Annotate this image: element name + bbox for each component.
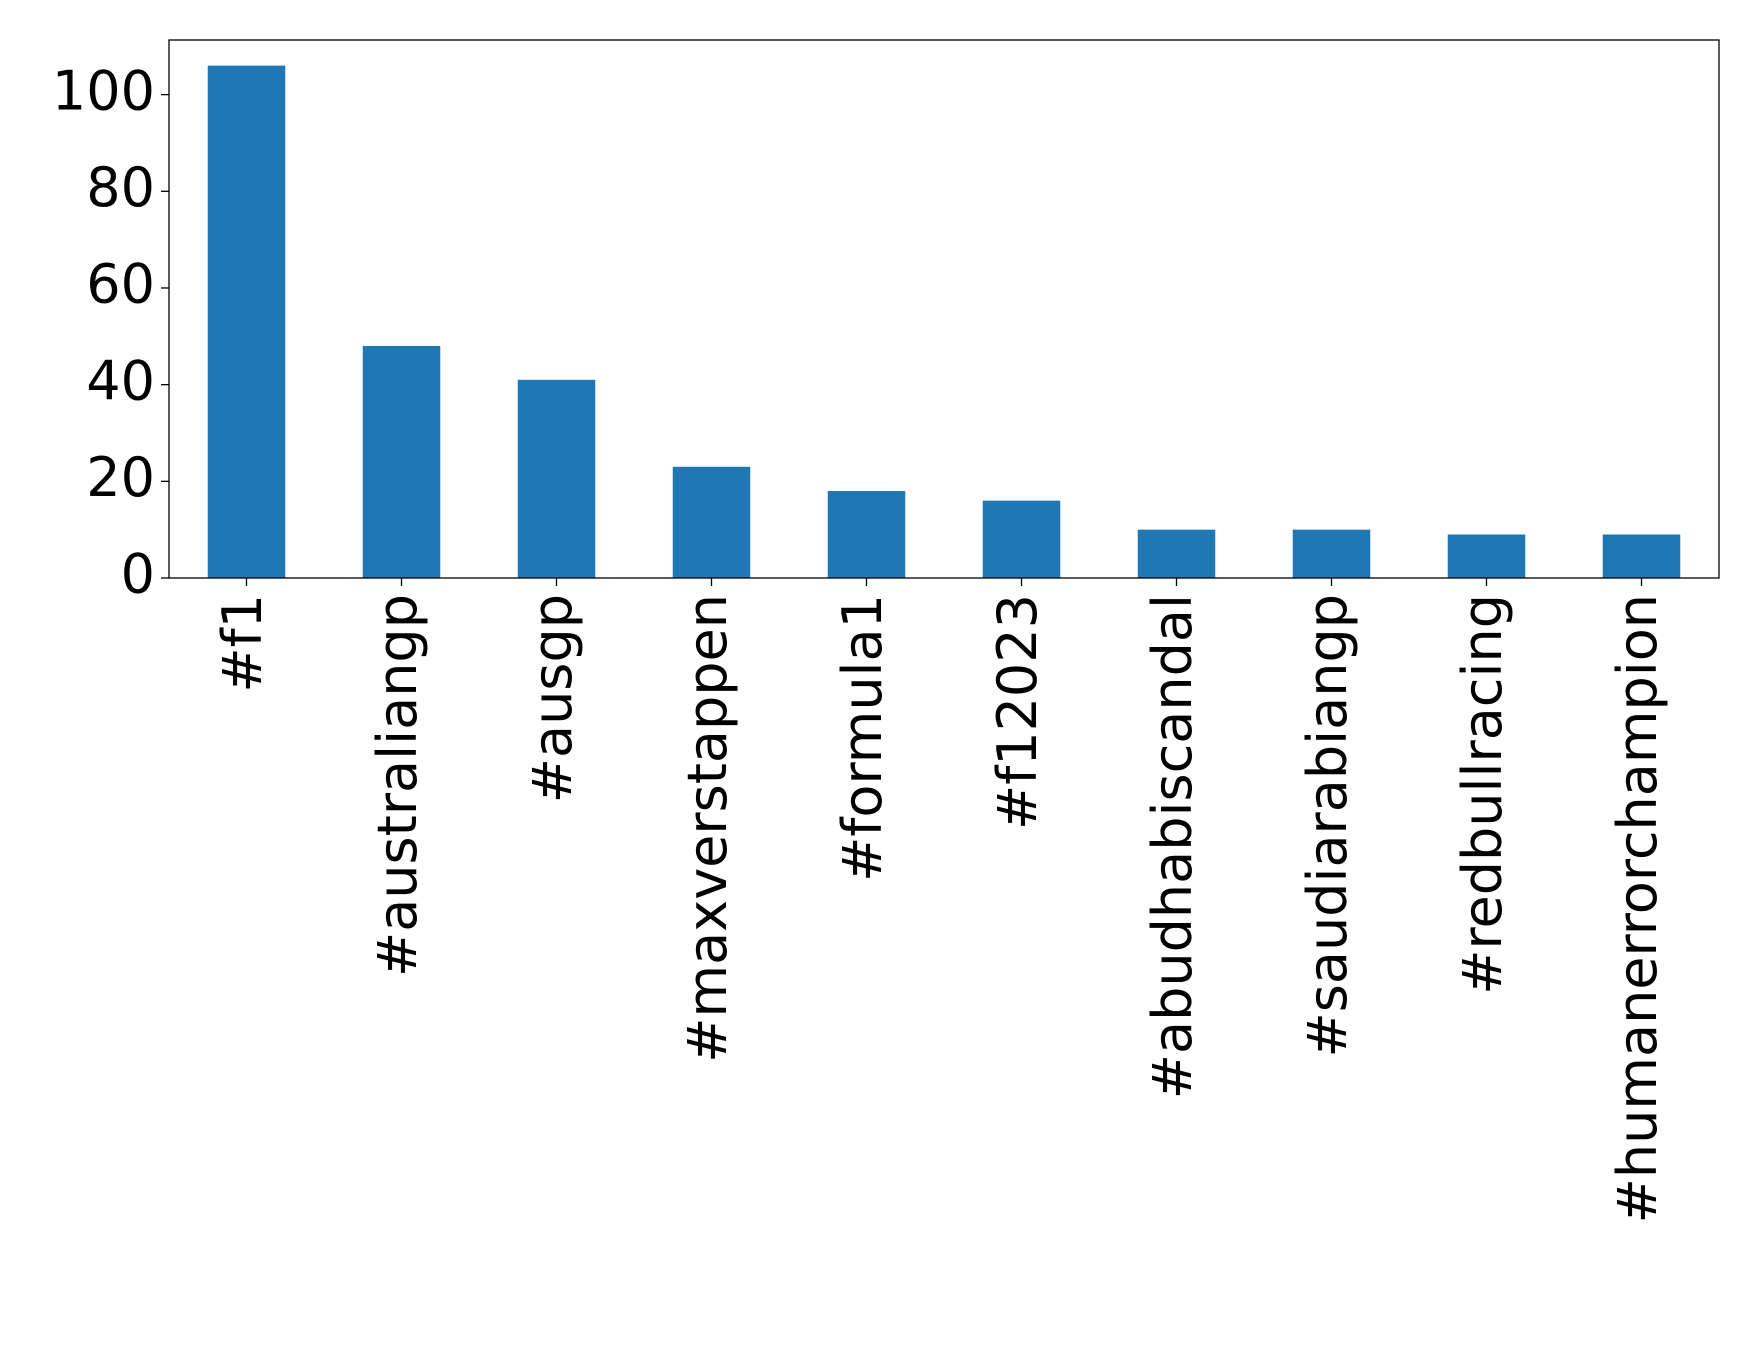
x-tick-label: #saudiarabiangp [1296,594,1359,1058]
bar [1137,529,1216,578]
bar [982,500,1061,578]
x-tick-label: #f1 [211,594,274,693]
x-tick-label: #formula1 [831,594,894,882]
bar [362,345,441,578]
bar [1292,529,1371,578]
bar [827,490,906,578]
y-tick-label: 60 [86,253,155,316]
x-tick-label: #australiangp [366,594,429,977]
bar [672,466,751,578]
plot-frame [168,39,1720,579]
x-tick-label: #ausgp [521,594,584,803]
y-tick-label: 20 [86,446,155,509]
x-tick-label: #abudhabiscandal [1141,594,1204,1099]
x-tick-label: #maxverstappen [676,594,739,1063]
y-tick-label: 0 [121,543,155,606]
bar [207,65,286,579]
y-tick-label: 40 [86,349,155,412]
y-tick-label: 100 [52,59,155,122]
bar [517,379,596,578]
x-tick-label: #redbullracing [1451,594,1514,995]
bar [1447,534,1526,578]
x-tick-label: #f12023 [986,594,1049,830]
bar [1602,534,1681,578]
x-tick-label: #humanerrorchampion [1606,594,1669,1223]
y-tick-label: 80 [86,156,155,219]
